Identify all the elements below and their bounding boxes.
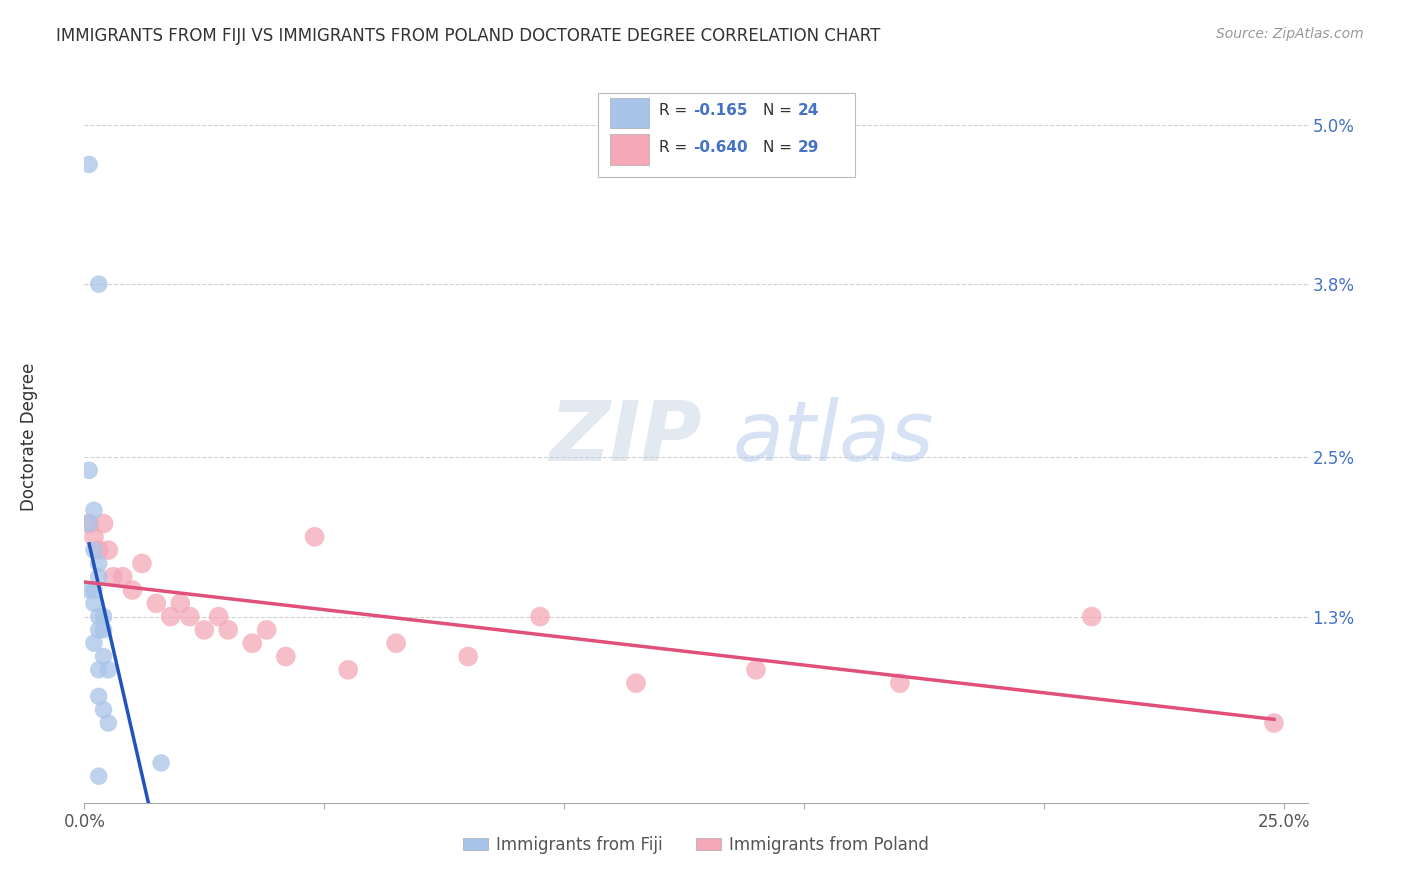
Point (529, 609, 551, 624)
Point (274, 649, 297, 664)
Point (93, 609, 115, 624)
Point (240, 636, 263, 650)
Point (77, 516, 100, 531)
Point (83, 530, 105, 544)
FancyBboxPatch shape (610, 135, 650, 165)
Text: R =: R = (659, 103, 692, 119)
Point (111, 570, 134, 584)
Point (217, 623, 239, 637)
Point (87, 277, 110, 292)
Point (77, 463, 100, 477)
Point (87, 609, 110, 624)
Point (77, 516, 100, 531)
Point (83, 503, 105, 517)
Point (83, 582, 105, 597)
Point (87, 769, 110, 783)
Text: -0.165: -0.165 (693, 103, 748, 119)
Point (101, 570, 124, 584)
Point (87, 663, 110, 677)
Point (1263, 716, 1285, 731)
Point (97, 543, 120, 558)
Text: -0.640: -0.640 (693, 140, 748, 155)
FancyBboxPatch shape (598, 94, 855, 178)
Point (193, 623, 215, 637)
Point (93, 703, 115, 717)
Text: 29: 29 (797, 140, 818, 155)
Point (77, 582, 100, 597)
Point (131, 557, 153, 571)
Point (83, 596, 105, 610)
Point (97, 716, 120, 731)
Text: N =: N = (763, 140, 797, 155)
Point (337, 663, 360, 677)
Legend: Immigrants from Fiji, Immigrants from Poland: Immigrants from Fiji, Immigrants from Po… (456, 829, 936, 860)
Point (159, 609, 181, 624)
Point (256, 623, 278, 637)
Point (457, 649, 479, 664)
Point (121, 582, 143, 597)
Point (93, 649, 115, 664)
Point (889, 676, 911, 690)
Point (97, 663, 120, 677)
Text: R =: R = (659, 140, 692, 155)
Point (93, 623, 115, 637)
Point (745, 663, 768, 677)
Point (87, 623, 110, 637)
Point (83, 543, 105, 558)
Point (1080, 609, 1102, 624)
Point (169, 596, 191, 610)
FancyBboxPatch shape (610, 98, 650, 128)
Text: IMMIGRANTS FROM FIJI VS IMMIGRANTS FROM POLAND DOCTORATE DEGREE CORRELATION CHAR: IMMIGRANTS FROM FIJI VS IMMIGRANTS FROM … (56, 27, 880, 45)
Point (77, 157, 100, 171)
Point (624, 676, 647, 690)
Point (145, 596, 167, 610)
Point (93, 516, 115, 531)
Point (87, 570, 110, 584)
Text: atlas: atlas (733, 397, 935, 477)
Point (150, 756, 173, 770)
Point (385, 636, 408, 650)
Point (87, 557, 110, 571)
Point (208, 609, 231, 624)
Text: ZIP: ZIP (550, 397, 702, 477)
Text: N =: N = (763, 103, 797, 119)
Point (87, 690, 110, 704)
Point (179, 609, 201, 624)
Point (83, 636, 105, 650)
Text: 24: 24 (797, 103, 818, 119)
Text: Source: ZipAtlas.com: Source: ZipAtlas.com (1216, 27, 1364, 41)
Point (304, 530, 326, 544)
Point (87, 543, 110, 558)
Text: Doctorate Degree: Doctorate Degree (20, 363, 38, 511)
